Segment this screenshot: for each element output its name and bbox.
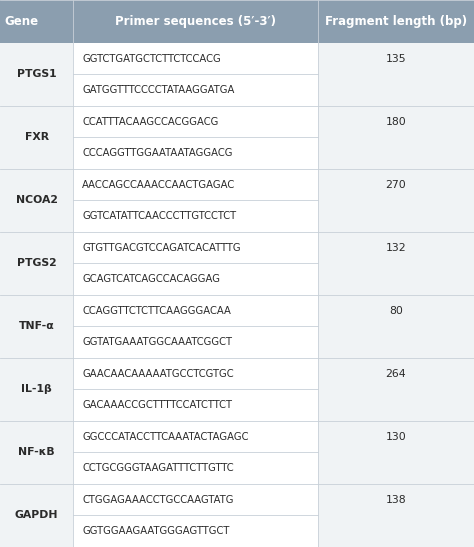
Text: GACAAACCGCTTTTCCATCTTCT: GACAAACCGCTTTTCCATCTTCT <box>82 400 232 410</box>
Text: CCAGGTTCTCTTCAAGGGACAA: CCAGGTTCTCTTCAAGGGACAA <box>82 306 231 316</box>
Text: CCCAGGTTGGAATAATAGGACG: CCCAGGTTGGAATAATAGGACG <box>82 148 233 158</box>
Text: Fragment length (bp): Fragment length (bp) <box>325 15 467 28</box>
Text: GTGTTGACGTCCAGATCACATTTG: GTGTTGACGTCCAGATCACATTTG <box>82 243 241 253</box>
Text: Primer sequences (5′-3′): Primer sequences (5′-3′) <box>115 15 276 28</box>
Text: CCTGCGGGTAAGATTTCTTGTTC: CCTGCGGGTAAGATTTCTTGTTC <box>82 463 234 473</box>
Text: IL-1β: IL-1β <box>21 385 52 394</box>
Text: 132: 132 <box>385 243 406 253</box>
Text: 180: 180 <box>385 117 406 127</box>
Bar <box>73 232 318 295</box>
Text: 138: 138 <box>385 494 406 505</box>
Bar <box>0 0 474 43</box>
Text: FXR: FXR <box>25 132 49 142</box>
Text: GAPDH: GAPDH <box>15 510 58 521</box>
Bar <box>73 484 318 547</box>
Bar <box>73 43 318 106</box>
Text: 135: 135 <box>385 54 406 63</box>
Text: 264: 264 <box>385 369 406 379</box>
Bar <box>73 421 318 484</box>
Text: GGTATGAAATGGCAAATCGGCT: GGTATGAAATGGCAAATCGGCT <box>82 337 232 347</box>
Bar <box>73 169 318 232</box>
Text: GGTGGAAGAATGGGAGTTGCT: GGTGGAAGAATGGGAGTTGCT <box>82 526 229 536</box>
Bar <box>73 106 318 169</box>
Text: NCOA2: NCOA2 <box>16 195 58 206</box>
Text: TNF-α: TNF-α <box>19 322 55 331</box>
Text: PTGS1: PTGS1 <box>17 69 56 79</box>
Text: Gene: Gene <box>5 15 39 28</box>
Bar <box>73 295 318 358</box>
Bar <box>73 358 318 421</box>
Text: GATGGTTTCCCCTATAAGGATGA: GATGGTTTCCCCTATAAGGATGA <box>82 85 234 95</box>
Text: CTGGAGAAACCTGCCAAGTATG: CTGGAGAAACCTGCCAAGTATG <box>82 494 234 505</box>
Text: GCAGTCATCAGCCACAGGAG: GCAGTCATCAGCCACAGGAG <box>82 274 220 284</box>
Text: PTGS2: PTGS2 <box>17 259 56 269</box>
Text: GGTCTGATGCTCTTCTCCACG: GGTCTGATGCTCTTCTCCACG <box>82 54 221 63</box>
Text: NF-κB: NF-κB <box>18 447 55 457</box>
Text: 130: 130 <box>385 432 406 442</box>
Text: GGTCATATTCAACCCTTGTCCTCT: GGTCATATTCAACCCTTGTCCTCT <box>82 211 236 221</box>
Text: 270: 270 <box>385 180 406 190</box>
Text: 80: 80 <box>389 306 403 316</box>
Text: GGCCCATACCTTCAAATACTAGAGC: GGCCCATACCTTCAAATACTAGAGC <box>82 432 248 442</box>
Text: CCATTTACAAGCCACGGACG: CCATTTACAAGCCACGGACG <box>82 117 219 127</box>
Text: AACCAGCCAAACCAACTGAGAC: AACCAGCCAAACCAACTGAGAC <box>82 180 235 190</box>
Text: GAACAACAAAAATGCCTCGTGC: GAACAACAAAAATGCCTCGTGC <box>82 369 234 379</box>
